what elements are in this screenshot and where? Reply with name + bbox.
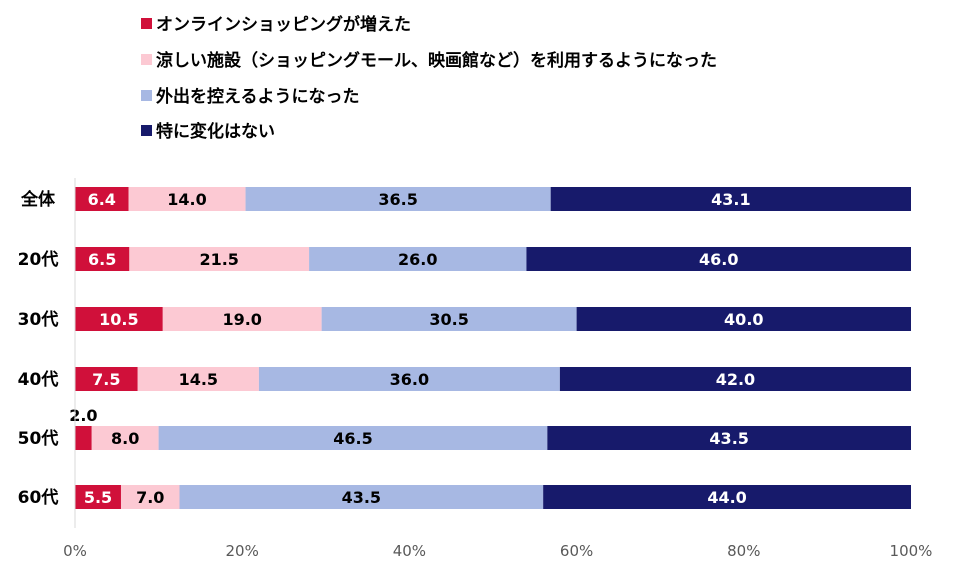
bar-segment [543, 485, 911, 509]
data-label: 8.0 [111, 429, 139, 448]
legend-label-2: 涼しい施設（ショッピングモール、映画館など）を利用するようになった [156, 50, 717, 71]
category-labels: 全体 20代 30代 40代 50代 60代 [18, 189, 59, 508]
legend-swatch-2 [141, 54, 152, 65]
bar-segment [547, 426, 911, 450]
x-tick-label: 40% [393, 542, 426, 560]
data-label: 42.0 [716, 370, 755, 389]
data-label: 36.5 [378, 190, 417, 209]
bar-segment [75, 247, 130, 271]
bar-segment [158, 426, 548, 450]
bar-segment [75, 426, 92, 450]
bar-segment [129, 247, 310, 271]
data-label: 30.5 [429, 310, 468, 329]
data-label: 43.5 [342, 488, 381, 507]
legend-label-1: オンラインショッピングが増えた [156, 14, 411, 35]
data-label: 7.5 [92, 370, 120, 389]
x-axis-ticks: 0% 20% 40% 60% 80% 100% [63, 542, 932, 560]
data-label: 6.5 [88, 250, 116, 269]
legend-swatch-4 [141, 125, 152, 136]
data-label: 5.5 [84, 488, 112, 507]
x-tick-label: 60% [560, 542, 593, 560]
bars: 6.4 14.0 36.5 43.1 6.5 21.5 26.0 46.0 10.5 19.0 30… [69, 187, 911, 509]
data-label: 6.4 [88, 190, 116, 209]
category-label: 20代 [18, 249, 59, 270]
bar-segment [550, 187, 911, 211]
bar-segment [75, 367, 138, 391]
data-label: 14.5 [179, 370, 218, 389]
bar-segment [245, 187, 551, 211]
category-label: 60代 [18, 487, 59, 508]
legend-swatch-3 [141, 90, 152, 101]
data-label: 44.0 [707, 488, 746, 507]
x-tick-label: 20% [226, 542, 259, 560]
bar-segment [120, 485, 180, 509]
data-label: 26.0 [398, 250, 437, 269]
bar-segment [75, 485, 121, 509]
x-tick-label: 80% [727, 542, 760, 560]
category-label: 全体 [20, 189, 56, 210]
data-label: 19.0 [222, 310, 261, 329]
data-label: 21.5 [199, 250, 238, 269]
bar-segment [91, 426, 159, 450]
bar-segment [75, 187, 129, 211]
x-tick-label: 0% [63, 542, 87, 560]
category-label: 50代 [18, 428, 59, 449]
data-label: 36.0 [390, 370, 429, 389]
data-label: 14.0 [167, 190, 206, 209]
legend-label-4: 特に変化はない [156, 121, 275, 142]
category-label: 30代 [18, 309, 59, 330]
bar-segment [258, 367, 560, 391]
category-label: 40代 [18, 369, 59, 390]
legend-label-3: 外出を控えるようになった [156, 86, 360, 107]
data-label: 43.1 [711, 190, 750, 209]
data-label: 2.0 [69, 406, 97, 425]
bar-segment [321, 307, 577, 331]
bar-segment [576, 307, 911, 331]
data-label: 46.5 [333, 429, 372, 448]
bar-segment [137, 367, 259, 391]
bar-segment [128, 187, 246, 211]
bar-segment [75, 307, 163, 331]
data-label: 10.5 [99, 310, 138, 329]
data-label: 7.0 [136, 488, 164, 507]
data-label: 43.5 [709, 429, 748, 448]
bar-segment [162, 307, 322, 331]
legend: オンラインショッピングが増えた涼しい施設（ショッピングモール、映画館など）を利用… [141, 14, 717, 142]
bar-segment [559, 367, 911, 391]
legend-swatch-1 [141, 18, 152, 29]
bar-segment [179, 485, 544, 509]
bar-segment [309, 247, 527, 271]
data-label: 40.0 [724, 310, 763, 329]
data-label: 46.0 [699, 250, 738, 269]
x-tick-label: 100% [890, 542, 933, 560]
bar-segment [526, 247, 911, 271]
